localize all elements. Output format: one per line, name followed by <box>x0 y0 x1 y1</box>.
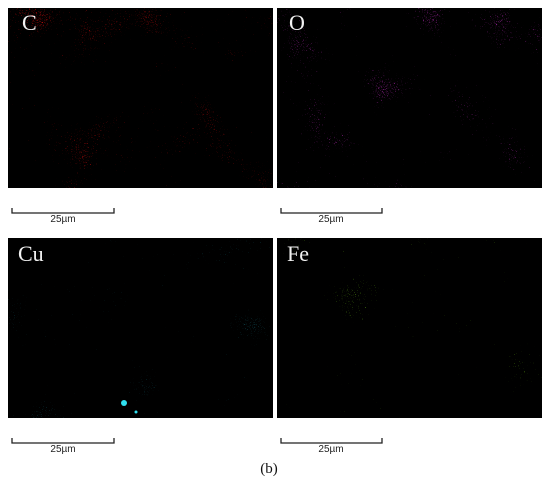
scale-bar: 25µm <box>11 438 115 455</box>
element-label: C <box>22 10 37 35</box>
element-label: Cu <box>18 241 44 266</box>
map-panel: O <box>277 8 542 188</box>
scale-label: 25µm <box>318 444 343 455</box>
map-panel: Fe <box>277 238 542 418</box>
scale-label: 25µm <box>50 444 75 455</box>
scale-bar: 25µm <box>280 438 383 455</box>
scale-label: 25µm <box>50 214 75 225</box>
element-label: Fe <box>287 241 309 266</box>
caption: (b) <box>260 461 278 477</box>
map-panel: Cu <box>8 238 273 418</box>
scale-bar: 25µm <box>280 208 383 225</box>
map-panel: C <box>8 8 273 188</box>
element-label: O <box>289 10 305 35</box>
scale-bar: 25µm <box>11 208 115 225</box>
scale-label: 25µm <box>318 214 343 225</box>
